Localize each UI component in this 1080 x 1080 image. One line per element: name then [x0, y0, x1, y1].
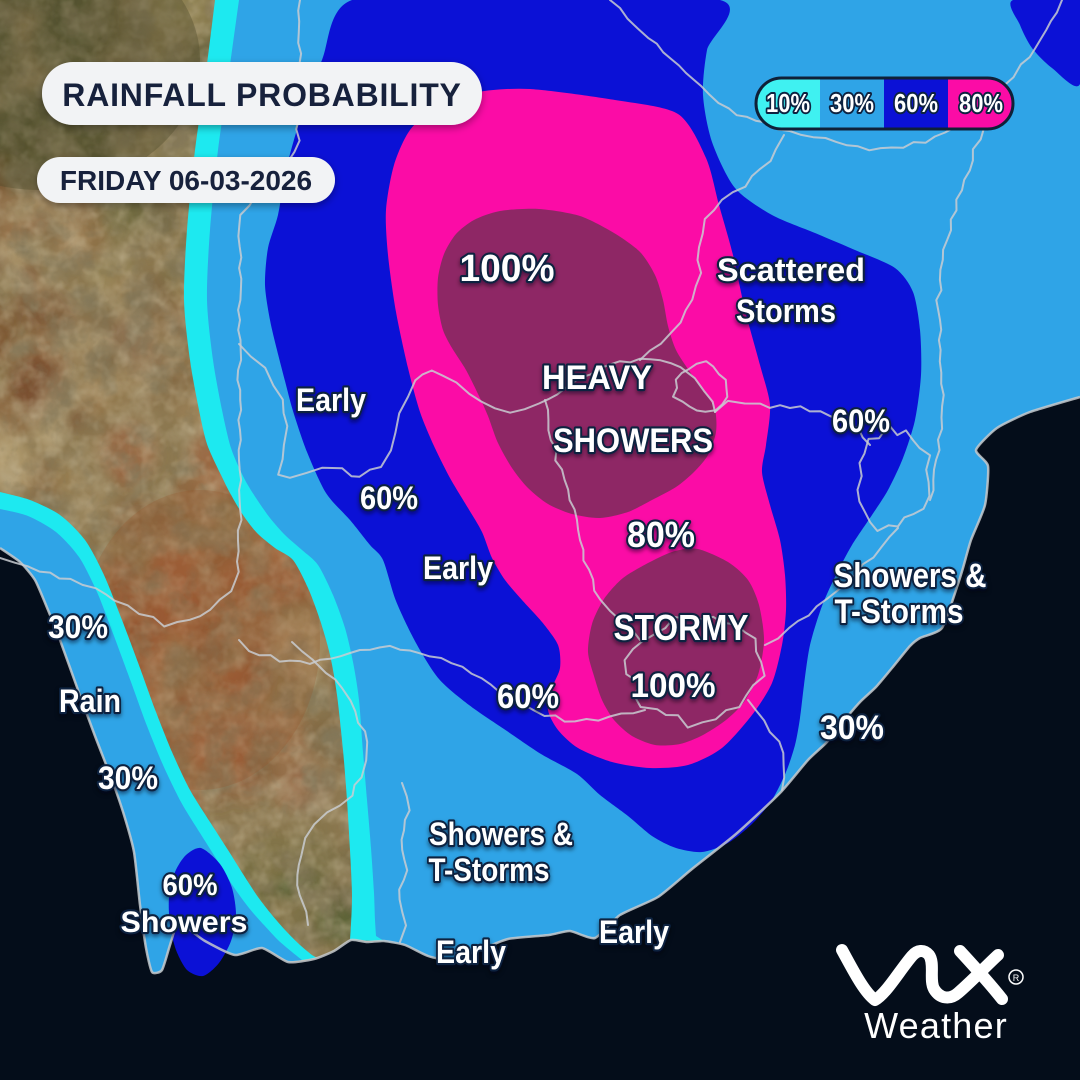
- svg-text:60%: 60%: [360, 480, 418, 516]
- svg-text:80%: 80%: [959, 88, 1003, 118]
- svg-text:60%: 60%: [894, 88, 938, 118]
- svg-text:Showers: Showers: [121, 906, 248, 939]
- svg-text:Weather: Weather: [864, 1005, 1008, 1046]
- svg-text:Early: Early: [296, 382, 366, 418]
- svg-text:100%: 100%: [460, 248, 555, 290]
- svg-text:30%: 30%: [820, 709, 884, 747]
- svg-text:80%: 80%: [627, 514, 695, 555]
- svg-text:30%: 30%: [98, 760, 158, 796]
- svg-text:T-Storms: T-Storms: [835, 593, 964, 631]
- svg-text:Early: Early: [423, 550, 493, 586]
- svg-text:60%: 60%: [832, 403, 890, 439]
- svg-text:60%: 60%: [497, 678, 559, 716]
- svg-text:STORMY: STORMY: [614, 607, 749, 648]
- svg-text:60%: 60%: [163, 869, 218, 902]
- svg-text:Showers &: Showers &: [834, 557, 987, 595]
- svg-text:RAINFALL PROBABILITY: RAINFALL PROBABILITY: [62, 77, 461, 113]
- svg-text:100%: 100%: [631, 667, 716, 705]
- svg-text:R: R: [1013, 973, 1020, 983]
- svg-text:Scattered: Scattered: [717, 252, 865, 288]
- svg-text:Rain: Rain: [59, 683, 121, 719]
- svg-text:10%: 10%: [766, 88, 810, 118]
- svg-text:HEAVY: HEAVY: [542, 359, 652, 397]
- svg-text:30%: 30%: [48, 609, 108, 645]
- svg-text:SHOWERS: SHOWERS: [553, 422, 713, 460]
- svg-text:30%: 30%: [830, 88, 874, 118]
- svg-text:T-Storms: T-Storms: [429, 852, 550, 888]
- svg-text:Early: Early: [436, 934, 506, 970]
- svg-text:Early: Early: [599, 914, 669, 950]
- svg-text:Storms: Storms: [736, 293, 836, 329]
- svg-text:FRIDAY 06-03-2026: FRIDAY 06-03-2026: [60, 165, 312, 196]
- svg-text:Showers &: Showers &: [429, 816, 573, 852]
